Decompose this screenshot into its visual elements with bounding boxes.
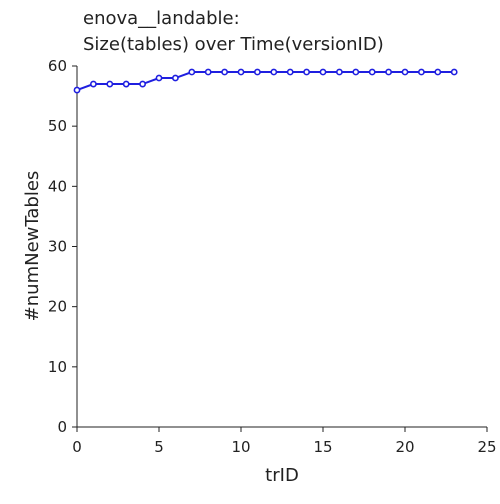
data-point [450,68,458,76]
data-point [417,68,425,76]
y-tick-label: 40 [48,177,67,195]
data-point [90,80,97,88]
x-tick-label: 0 [72,438,82,456]
data-point [319,68,327,76]
data-point [352,68,360,76]
y-tick-label: 60 [48,57,67,75]
x-tick-label: 15 [313,438,332,456]
chart-title: enova__landable: Size(tables) over Time(… [83,8,384,55]
data-point [401,68,409,76]
y-axis-label: #numNewTables [22,171,43,322]
data-point [335,68,343,76]
data-point [270,68,278,76]
plot-area: 0 5 10 15 20 25 0 10 20 30 40 50 60 [48,57,497,456]
data-point [106,80,114,88]
data-point [434,68,442,76]
x-tick-label: 25 [477,438,496,456]
y-tick-label: 0 [57,418,67,436]
data-point [221,68,228,76]
data-point [73,86,81,94]
y-tick-label: 50 [48,117,67,135]
y-tick-label: 20 [48,298,67,316]
y-tick-label: 10 [48,358,67,376]
data-point [204,68,212,76]
x-tick-label: 20 [395,438,414,456]
x-axis-label: trID [265,465,299,486]
data-point [155,74,163,82]
chart-title-line-2: Size(tables) over Time(versionID) [83,34,384,55]
x-axis-ticks: 0 5 10 15 20 25 [72,427,497,456]
data-point [303,68,310,76]
series-line [76,71,455,92]
data-point [237,68,245,76]
series-layer [73,68,458,94]
data-point [122,80,130,88]
data-point [286,68,294,76]
data-point [171,74,179,82]
y-axis-ticks: 0 10 20 30 40 50 60 [48,57,77,436]
data-point [253,68,261,76]
data-point [188,68,196,76]
chart-title-line-1: enova__landable: [83,8,240,29]
data-point [368,68,376,76]
y-tick-label: 30 [48,238,67,256]
x-tick-label: 5 [154,438,164,456]
x-tick-label: 10 [231,438,250,456]
data-point [385,68,392,76]
data-point [139,80,146,88]
